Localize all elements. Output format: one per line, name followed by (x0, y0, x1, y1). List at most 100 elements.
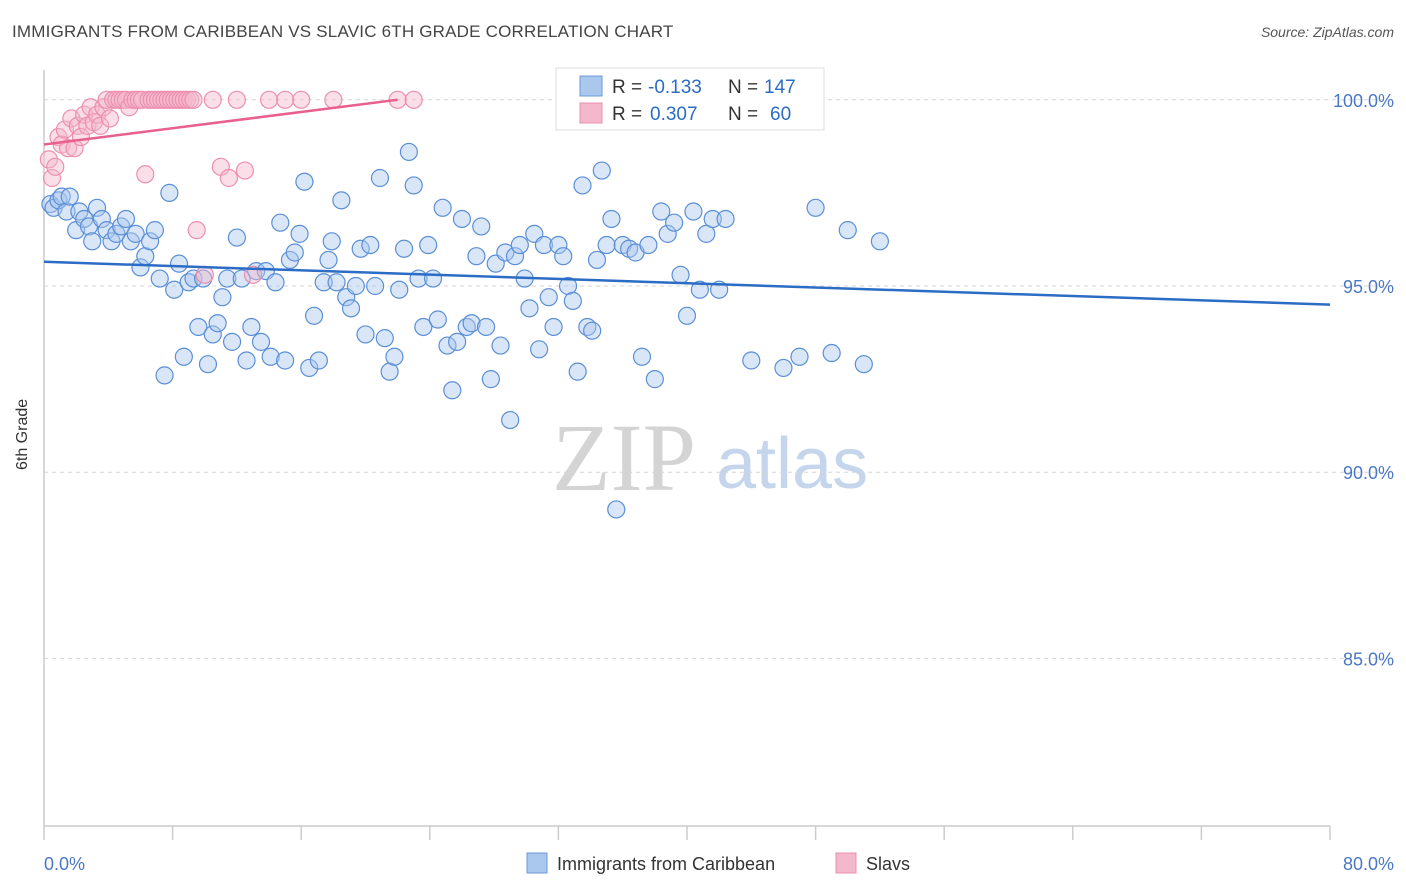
point-caribbean (332, 191, 351, 210)
legend-n-label-slavs: N = (728, 104, 758, 125)
point-caribbean (544, 317, 563, 337)
point-slavs (276, 90, 295, 109)
x-tick-label-max: 80.0% (1343, 854, 1394, 874)
legend-swatch-caribbean (579, 75, 603, 97)
point-slavs (243, 265, 263, 284)
point-caribbean (242, 317, 261, 337)
point-caribbean (271, 213, 290, 232)
point-caribbean (414, 317, 433, 337)
legend-r-value-caribbean: -0.133 (648, 77, 702, 98)
legend-swatch-slavs (579, 102, 603, 124)
point-caribbean (218, 269, 237, 288)
point-caribbean (140, 232, 160, 251)
point-caribbean (261, 347, 280, 366)
point-caribbean (155, 366, 174, 385)
point-caribbean (822, 343, 841, 363)
point-caribbean (433, 198, 452, 217)
point-caribbean (583, 321, 602, 340)
point-slavs (97, 90, 116, 109)
point-caribbean (174, 347, 193, 366)
point-caribbean (491, 336, 510, 355)
point-caribbean (385, 347, 404, 366)
point-caribbean (592, 161, 611, 180)
point-slavs (219, 168, 238, 188)
point-caribbean (309, 351, 328, 370)
point-caribbean (203, 325, 222, 344)
bottom-legend-swatch-slavs (835, 852, 857, 874)
point-caribbean (462, 314, 481, 333)
point-slavs (292, 90, 311, 109)
legend-r-label-slavs: R = (612, 104, 642, 125)
point-slavs (203, 90, 222, 109)
point-caribbean (87, 198, 107, 217)
point-caribbean (361, 235, 380, 255)
bottom-legend-label-caribbean: Immigrants from Caribbean (557, 854, 775, 874)
point-caribbean (539, 288, 558, 307)
x-tick-label-min: 0.0% (44, 854, 85, 874)
legend-r-label-caribbean: R = (612, 77, 642, 98)
trend-lines (43, 98, 1331, 306)
point-caribbean (341, 299, 361, 318)
point-caribbean (639, 235, 658, 255)
point-caribbean (131, 258, 150, 277)
point-caribbean (290, 224, 309, 243)
point-caribbean (520, 299, 539, 318)
bottom-legend-label-slavs: Slavs (866, 854, 910, 874)
point-caribbean (501, 410, 520, 430)
point-caribbean (213, 288, 232, 307)
gridlines (44, 99, 1394, 659)
point-slavs (404, 90, 423, 109)
point-caribbean (530, 340, 549, 359)
point-caribbean (607, 500, 626, 519)
point-caribbean (375, 329, 394, 348)
watermark-atlas: atlas (716, 424, 868, 504)
point-caribbean (716, 209, 735, 229)
point-caribbean (399, 142, 419, 162)
point-caribbean (60, 187, 79, 206)
correlation-legend: R = -0.133 N = 147 R = 0.307 N = 60 (555, 67, 825, 131)
point-caribbean (505, 247, 525, 266)
point-caribbean (251, 332, 271, 351)
point-caribbean (467, 247, 486, 266)
point-caribbean (160, 183, 179, 202)
point-caribbean (370, 168, 390, 188)
point-caribbean (227, 228, 246, 247)
point-caribbean (742, 351, 761, 370)
point-caribbean (394, 239, 414, 258)
point-caribbean (510, 235, 529, 255)
point-caribbean (428, 310, 447, 329)
point-caribbean (448, 332, 467, 351)
point-caribbean (573, 176, 592, 195)
legend-n-value-caribbean: 147 (764, 77, 796, 98)
bottom-legend-swatch-caribbean (526, 852, 548, 874)
point-caribbean (169, 254, 189, 273)
point-caribbean (549, 235, 568, 255)
point-caribbean (285, 243, 304, 262)
point-caribbean (534, 235, 554, 255)
point-caribbean (806, 198, 825, 217)
point-slavs (132, 90, 152, 109)
point-caribbean (677, 306, 697, 325)
point-caribbean (587, 250, 607, 270)
series-caribbean-points (41, 90, 890, 519)
point-caribbean (237, 351, 256, 370)
chart-title: IMMIGRANTS FROM CARIBBEAN VS SLAVIC 6TH … (12, 22, 674, 41)
series-legend: Immigrants from Caribbean Slavs (526, 852, 910, 874)
point-caribbean (671, 265, 690, 284)
point-caribbean (419, 235, 438, 255)
point-caribbean (703, 209, 722, 229)
point-caribbean (390, 280, 409, 299)
point-caribbean (189, 317, 208, 337)
point-caribbean (774, 358, 793, 378)
point-caribbean (319, 250, 338, 270)
point-slavs (187, 221, 206, 240)
legend-n-value-slavs: 60 (770, 104, 791, 125)
point-slavs (59, 139, 78, 158)
y-axis-tick-labels: 85.0% 90.0% 95.0% 100.0% (1333, 91, 1394, 670)
point-caribbean (838, 221, 857, 240)
point-slavs (46, 157, 65, 176)
point-caribbean (568, 362, 587, 381)
point-slavs (91, 116, 110, 135)
point-caribbean (314, 273, 333, 292)
point-caribbean (452, 209, 472, 229)
